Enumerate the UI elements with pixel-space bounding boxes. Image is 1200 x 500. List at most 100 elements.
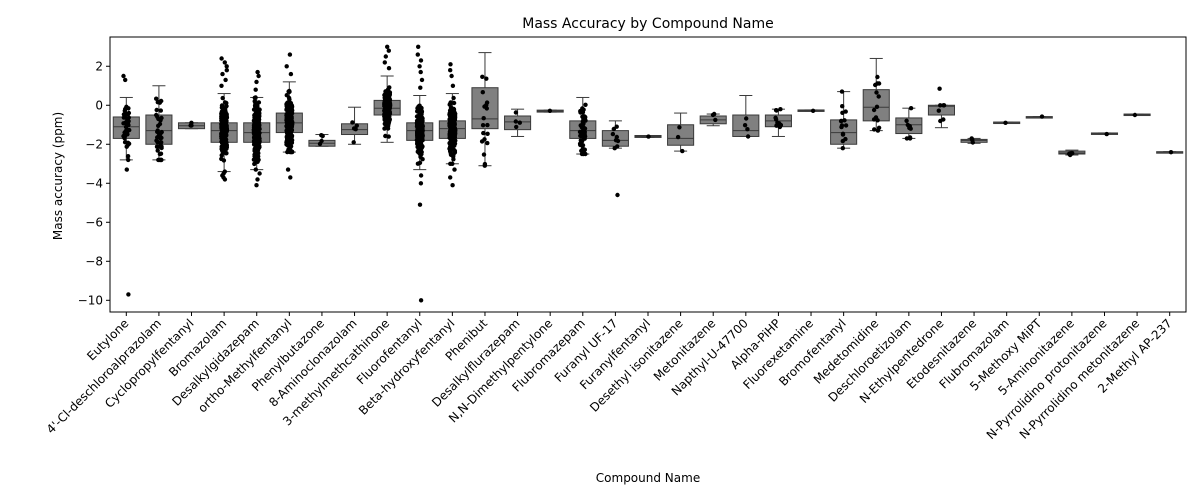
data-point xyxy=(610,131,616,137)
data-point xyxy=(517,120,522,125)
data-point xyxy=(451,111,456,117)
data-point xyxy=(158,132,163,137)
data-point xyxy=(223,120,229,125)
data-point xyxy=(646,134,651,139)
box-group xyxy=(569,96,597,157)
box-group xyxy=(895,106,923,141)
plot-area xyxy=(112,44,1184,303)
data-point xyxy=(936,108,941,113)
data-point xyxy=(482,104,487,109)
data-point xyxy=(288,113,293,118)
data-point xyxy=(843,109,848,114)
box-group xyxy=(145,85,173,163)
box-group xyxy=(275,52,303,180)
data-point xyxy=(224,151,229,156)
data-point xyxy=(875,74,880,80)
data-point xyxy=(713,117,718,123)
data-point xyxy=(419,112,424,117)
data-point xyxy=(839,89,845,94)
data-point xyxy=(578,133,584,138)
data-point xyxy=(155,148,160,153)
data-point xyxy=(418,58,424,63)
box-group xyxy=(960,136,988,145)
data-point xyxy=(386,48,391,53)
data-point xyxy=(452,150,458,155)
y-tick-label: −4 xyxy=(85,176,103,190)
data-point xyxy=(284,64,289,69)
data-point xyxy=(419,125,424,131)
data-point xyxy=(778,122,783,128)
data-point xyxy=(386,134,391,139)
data-point xyxy=(155,135,160,140)
data-point xyxy=(285,127,290,133)
data-point xyxy=(514,124,519,130)
data-point xyxy=(1132,112,1138,118)
box-group xyxy=(667,112,695,154)
data-point xyxy=(843,123,849,128)
data-point xyxy=(451,95,456,101)
data-point xyxy=(287,89,292,95)
data-point xyxy=(876,81,882,86)
axes: 20−2−4−6−8−10Eutylone4'-Cl-deschloroalpr… xyxy=(44,36,1187,442)
data-point xyxy=(448,100,453,105)
data-point xyxy=(251,131,257,136)
data-point xyxy=(157,144,163,149)
data-point xyxy=(840,110,845,116)
data-point xyxy=(451,100,457,106)
data-point xyxy=(513,119,518,124)
data-point xyxy=(256,151,261,156)
plot-frame xyxy=(109,36,1187,313)
data-point xyxy=(778,107,783,112)
data-point xyxy=(447,140,452,146)
data-point xyxy=(448,161,453,166)
data-point xyxy=(908,106,914,111)
box-group xyxy=(177,120,206,130)
data-point xyxy=(417,64,422,69)
data-point xyxy=(253,137,258,142)
box xyxy=(667,124,695,146)
y-axis-label: Mass accuracy (ppm) xyxy=(51,112,65,240)
data-point xyxy=(287,142,292,147)
data-point xyxy=(416,44,421,49)
data-point xyxy=(452,139,457,145)
data-point xyxy=(351,140,356,145)
box-group xyxy=(112,73,140,297)
data-point xyxy=(415,52,420,57)
data-point xyxy=(905,122,910,128)
data-point xyxy=(941,117,946,122)
data-point xyxy=(158,151,164,156)
data-point xyxy=(126,106,131,111)
data-point xyxy=(255,128,261,134)
data-point xyxy=(125,142,131,147)
data-point xyxy=(417,103,422,108)
data-point xyxy=(876,125,882,130)
data-point xyxy=(125,154,131,159)
data-point xyxy=(288,101,294,106)
data-point xyxy=(449,129,455,134)
data-point xyxy=(578,110,583,115)
data-point xyxy=(452,117,458,122)
y-tick-label: −2 xyxy=(85,137,103,151)
data-point xyxy=(1039,114,1045,119)
data-point xyxy=(583,102,588,108)
box-group xyxy=(1058,149,1086,158)
box-group xyxy=(601,120,629,198)
data-point xyxy=(253,154,258,159)
data-point xyxy=(871,107,877,113)
data-point xyxy=(157,121,163,127)
data-point xyxy=(285,103,290,109)
data-point xyxy=(220,117,226,122)
data-point xyxy=(871,117,877,122)
data-point xyxy=(219,83,224,89)
data-point xyxy=(613,138,619,143)
x-axis-label: Compound Name xyxy=(596,471,700,485)
data-point xyxy=(416,142,421,148)
data-point xyxy=(481,116,486,121)
data-point xyxy=(842,118,847,123)
data-point xyxy=(256,73,261,79)
y-tick-label: 2 xyxy=(95,59,103,73)
data-point xyxy=(158,108,163,113)
data-point xyxy=(222,100,228,105)
data-point xyxy=(451,135,456,141)
data-point xyxy=(386,93,391,99)
